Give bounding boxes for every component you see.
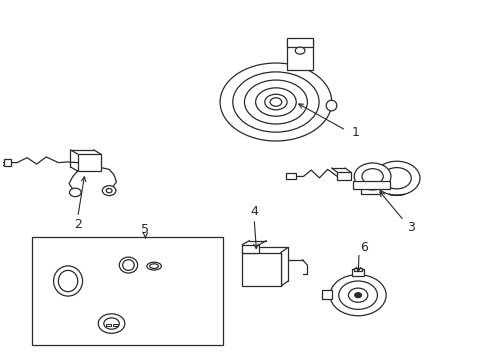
Circle shape bbox=[69, 188, 81, 197]
Circle shape bbox=[329, 275, 386, 316]
Ellipse shape bbox=[264, 94, 286, 110]
Circle shape bbox=[354, 293, 361, 298]
Ellipse shape bbox=[98, 314, 124, 333]
Ellipse shape bbox=[220, 63, 331, 141]
Bar bbox=[286, 38, 312, 47]
Ellipse shape bbox=[58, 270, 78, 292]
Circle shape bbox=[348, 288, 367, 302]
Bar bbox=[242, 245, 259, 253]
Circle shape bbox=[269, 98, 281, 106]
Ellipse shape bbox=[103, 318, 119, 329]
Ellipse shape bbox=[232, 72, 318, 132]
Bar bbox=[321, 290, 332, 299]
Ellipse shape bbox=[122, 260, 134, 270]
Bar bbox=[113, 324, 118, 327]
Bar bbox=[352, 181, 389, 189]
Bar bbox=[286, 40, 312, 70]
Bar bbox=[105, 324, 110, 327]
Ellipse shape bbox=[255, 88, 296, 116]
Circle shape bbox=[382, 168, 410, 189]
Circle shape bbox=[106, 189, 112, 193]
Bar bbox=[353, 267, 361, 271]
Bar bbox=[285, 173, 296, 179]
Circle shape bbox=[338, 281, 377, 309]
Bar bbox=[4, 159, 11, 166]
Circle shape bbox=[373, 161, 419, 195]
Ellipse shape bbox=[244, 80, 307, 124]
Ellipse shape bbox=[146, 262, 161, 270]
Text: 2: 2 bbox=[74, 218, 81, 231]
Bar bbox=[242, 253, 280, 286]
Ellipse shape bbox=[149, 264, 158, 269]
Bar bbox=[337, 172, 350, 180]
Circle shape bbox=[102, 186, 116, 195]
Ellipse shape bbox=[325, 100, 336, 111]
Bar bbox=[351, 269, 364, 276]
Text: 1: 1 bbox=[351, 126, 359, 139]
Ellipse shape bbox=[53, 266, 82, 296]
Text: 4: 4 bbox=[250, 206, 258, 219]
Circle shape bbox=[295, 47, 305, 54]
Bar bbox=[32, 237, 223, 345]
Circle shape bbox=[353, 163, 390, 190]
Bar bbox=[78, 154, 101, 171]
Text: 3: 3 bbox=[407, 221, 414, 234]
Ellipse shape bbox=[119, 257, 138, 273]
Circle shape bbox=[361, 168, 383, 184]
Text: 6: 6 bbox=[359, 241, 367, 254]
Text: 5: 5 bbox=[141, 223, 149, 236]
